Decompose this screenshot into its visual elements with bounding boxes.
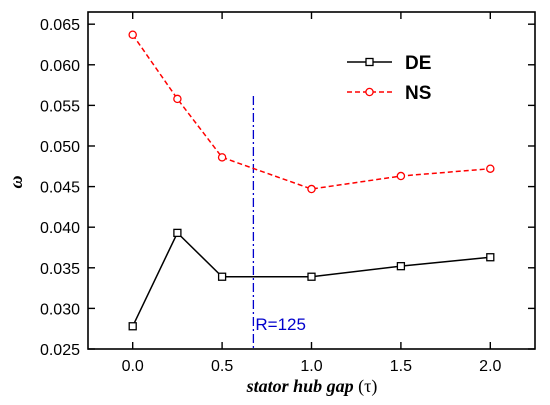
y-tick-label: 0.050	[40, 139, 80, 156]
axes-ticks: 0.0 0.5 1.0 1.5 2.0 0.025 0.030 0.035 0.040 0.045…	[40, 12, 535, 375]
y-tick-label: 0.045	[40, 180, 80, 197]
x-tick-label: 1.0	[300, 358, 322, 375]
y-tick-label: 0.030	[40, 301, 80, 318]
series-ns-point	[486, 164, 495, 173]
x-tick-label: 2.0	[479, 358, 501, 375]
series-de-line	[132, 231, 491, 327]
y-tick-label: 0.040	[40, 220, 80, 237]
series-de-point	[173, 228, 182, 238]
series-layer	[128, 30, 495, 331]
x-axis-title-text: stator hub gap	[246, 376, 354, 396]
series-ns-point	[173, 94, 182, 104]
series-de-point	[486, 253, 495, 262]
legend-ns-marker	[365, 87, 374, 97]
series-de-point	[217, 272, 227, 281]
x-tick-label: 0.0	[122, 358, 144, 375]
series-ns-point	[396, 171, 406, 181]
series-ns-line	[132, 34, 491, 190]
legend: DE NS	[347, 53, 431, 104]
x-tick-label: 0.5	[211, 358, 233, 375]
x-axis-title: stator hub gap (τ)	[246, 376, 378, 397]
legend-de-marker	[365, 57, 374, 67]
x-tick-label: 1.5	[390, 358, 412, 375]
y-axis-title: ω	[6, 175, 26, 188]
series-ns-point	[307, 184, 316, 194]
y-tick-label: 0.035	[40, 261, 80, 278]
plot-area-frame	[87, 11, 536, 350]
series-ns-point	[128, 30, 137, 39]
x-axis-title-unit: (τ)	[358, 376, 377, 397]
y-tick-label: 0.055	[40, 98, 80, 115]
series-de-point	[128, 322, 137, 331]
y-tick-label: 0.060	[40, 58, 80, 75]
y-tick-label: 0.025	[40, 342, 80, 359]
legend-ns-label: NS	[405, 83, 431, 104]
series-ns-point	[217, 153, 227, 162]
series-de-point	[307, 272, 316, 281]
annotation-layer: R=125	[252, 96, 306, 349]
y-tick-label: 0.065	[40, 17, 80, 34]
legend-de-label: DE	[405, 53, 431, 74]
r125-label: R=125	[255, 315, 306, 334]
series-de-point	[396, 262, 406, 271]
